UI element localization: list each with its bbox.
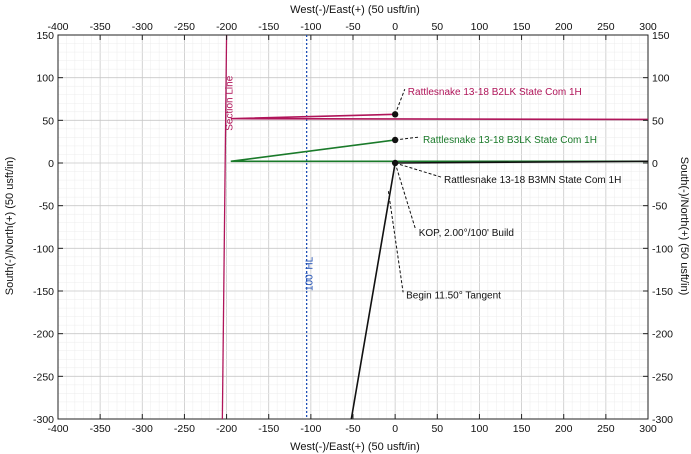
x-tick-label-top: 0 xyxy=(392,21,398,33)
x-tick-label-top: 250 xyxy=(597,21,615,33)
x-tick-label-bottom: -250 xyxy=(174,423,195,435)
y-tick-label-right: -50 xyxy=(652,201,667,213)
annotation-leader xyxy=(394,162,442,178)
y-tick-label-right: -250 xyxy=(652,371,673,383)
section-line-label: Section Line xyxy=(225,75,236,130)
annotation-label: Rattlesnake 13-18 B3MN State Com 1H xyxy=(444,175,621,186)
x-tick-label-top: 100 xyxy=(471,21,489,33)
x-tick-label-bottom: -150 xyxy=(258,423,279,435)
annotation-leader xyxy=(394,88,406,115)
x-tick-label-bottom: -200 xyxy=(216,423,237,435)
x-tick-label-bottom: 300 xyxy=(639,423,657,435)
y-tick-label-left: 0 xyxy=(48,158,54,170)
well-marker xyxy=(391,136,399,144)
y-tick-label-right: -150 xyxy=(652,286,673,298)
y-tick-label-left: -100 xyxy=(33,243,54,255)
x-tick-label-top: 200 xyxy=(555,21,573,33)
x-tick-label-bottom: -400 xyxy=(47,423,68,435)
x-tick-label-top: -400 xyxy=(47,21,68,33)
x-tick-label-bottom: 100 xyxy=(471,423,489,435)
annotation-label: Rattlesnake 13-18 B2LK State Com 1H xyxy=(408,87,582,98)
x-axis-title-top: West(-)/East(+) (50 usft/in) xyxy=(290,4,420,16)
y-tick-label-left: -250 xyxy=(33,371,54,383)
x-tick-label-top: -100 xyxy=(300,21,321,33)
x-tick-label-top: -350 xyxy=(90,21,111,33)
x-tick-label-bottom: 200 xyxy=(555,423,573,435)
y-tick-label-right: -200 xyxy=(652,329,673,341)
x-tick-label-bottom: 150 xyxy=(513,423,531,435)
x-tick-label-top: -50 xyxy=(345,21,360,33)
well-marker xyxy=(391,111,399,118)
y-tick-label-left: -200 xyxy=(33,329,54,341)
x-tick-label-top: -200 xyxy=(216,21,237,33)
annotation-leaders xyxy=(387,88,442,293)
annotation-labels: Rattlesnake 13-18 B2LK State Com 1H Rattl… xyxy=(406,87,621,301)
x-tick-label-top: 150 xyxy=(513,21,531,33)
x-tick-label-bottom: 250 xyxy=(597,423,615,435)
x-tick-label-bottom: 0 xyxy=(392,423,398,435)
x-tick-label-bottom: -50 xyxy=(345,423,360,435)
x-tick-label-top: 50 xyxy=(431,21,443,33)
y-axis-title-right: South(-)/North(+) (50 usft/in) xyxy=(678,157,690,295)
y-tick-label-left: -50 xyxy=(39,201,54,213)
x-tick-label-bottom: -350 xyxy=(90,423,111,435)
series-line xyxy=(230,139,648,163)
y-tick-label-right: 0 xyxy=(652,158,658,170)
hard-line-label: 100' HL xyxy=(305,256,316,291)
annotation-label: Begin 11.50° Tangent xyxy=(406,290,501,301)
annotation-leader xyxy=(394,162,417,231)
y-tick-label-right: -100 xyxy=(652,243,673,255)
x-tick-label-top: 300 xyxy=(639,21,657,33)
markers xyxy=(391,111,399,167)
y-tick-label-left: 150 xyxy=(36,30,54,42)
x-tick-label-bottom: -100 xyxy=(300,423,321,435)
y-tick-label-right: 150 xyxy=(652,30,670,42)
ticks: -400 -400 -350 -350 -300 -300 -250 -250 -200 -200… xyxy=(33,21,673,435)
y-tick-label-right: 100 xyxy=(652,73,670,85)
y-axis-title-left: South(-)/North(+) (50 usft/in) xyxy=(4,157,16,295)
x-tick-label-top: -250 xyxy=(174,21,195,33)
annotation-leader xyxy=(387,191,404,293)
y-tick-label-left: 50 xyxy=(42,115,54,127)
series-line xyxy=(230,113,649,121)
annotation-leader xyxy=(395,136,421,141)
y-tick-label-left: -300 xyxy=(33,414,54,426)
y-tick-label-left: -150 xyxy=(33,286,54,298)
x-tick-label-bottom: -300 xyxy=(132,423,153,435)
reference-lines: Section Line 100' HL xyxy=(221,34,316,420)
y-tick-label-left: 100 xyxy=(36,73,54,85)
y-tick-label-right: 50 xyxy=(652,115,664,127)
x-tick-label-bottom: 50 xyxy=(431,423,443,435)
grid xyxy=(57,34,649,420)
x-tick-label-top: -300 xyxy=(132,21,153,33)
reference-line xyxy=(221,34,228,420)
annotation-label: Rattlesnake 13-18 B3LK State Com 1H xyxy=(423,135,597,146)
well-marker xyxy=(391,159,399,167)
x-axis-title-bottom: West(-)/East(+) (50 usft/in) xyxy=(290,441,420,453)
annotation-label: KOP, 2.00°/100' Build xyxy=(419,228,514,239)
x-tick-label-top: -150 xyxy=(258,21,279,33)
y-tick-label-right: -300 xyxy=(652,414,673,426)
